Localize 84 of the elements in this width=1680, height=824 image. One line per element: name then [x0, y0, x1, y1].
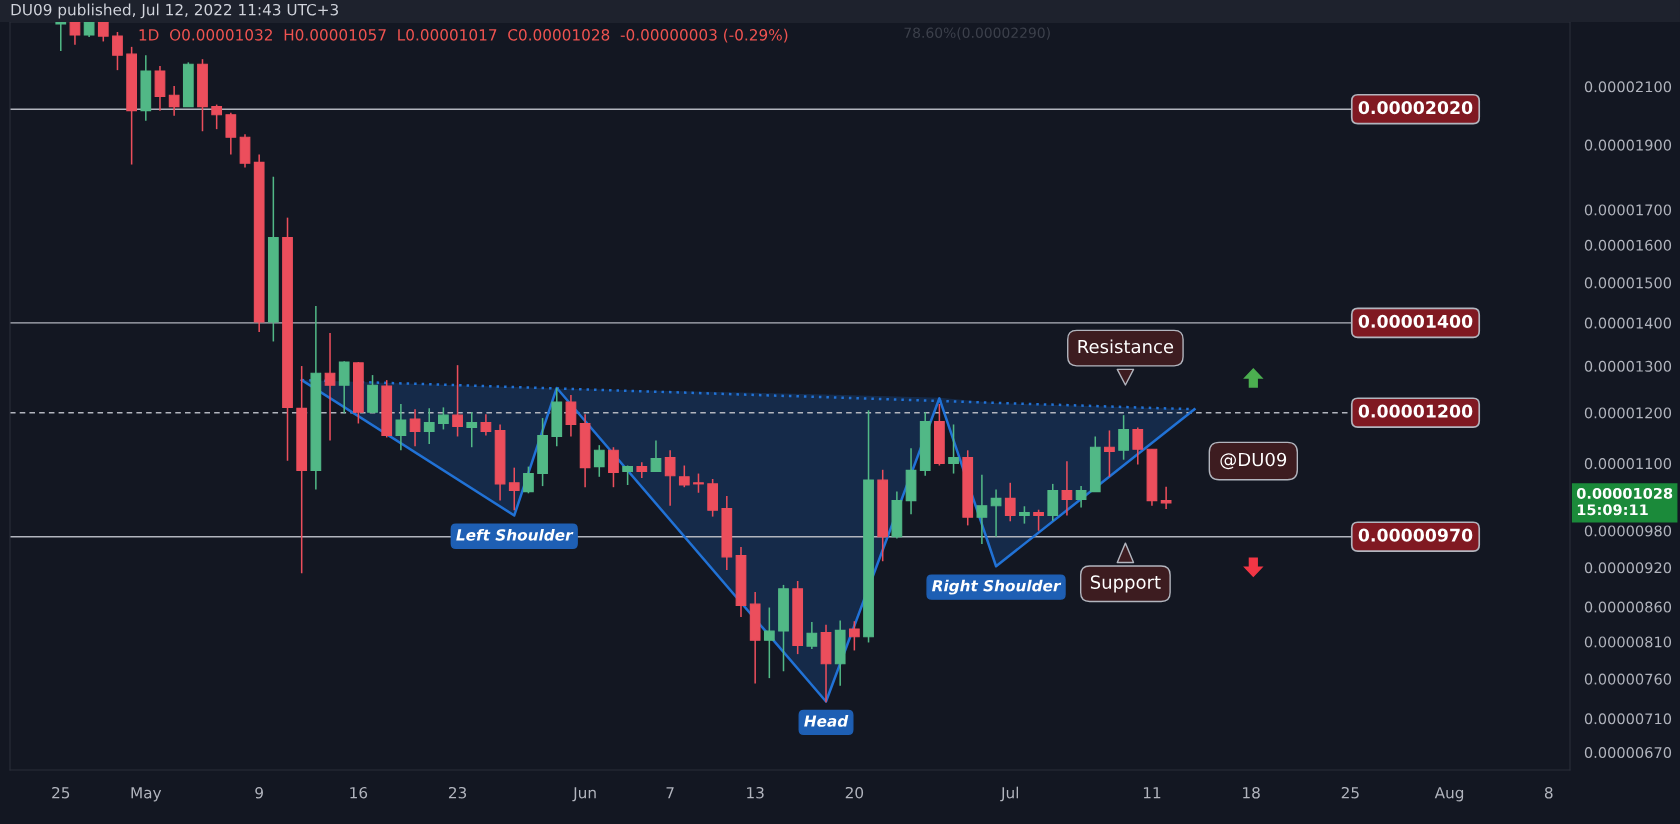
- candlestick: [452, 364, 463, 438]
- annotation: Right Shoulder: [932, 579, 1062, 595]
- annotation: Left Shoulder: [456, 528, 574, 541]
- candlestick: [1132, 426, 1144, 466]
- x-tick-label: 18: [1243, 786, 1260, 799]
- x-tick-label: May: [131, 787, 162, 802]
- y-tick-label: 0.00000920: [1584, 562, 1672, 574]
- x-tick-label: 9: [255, 786, 263, 799]
- x-tick-label: 11: [1143, 787, 1161, 799]
- x-tick-label: Jul: [1000, 786, 1019, 802]
- x-tick-label: 13: [747, 786, 764, 799]
- candlestick: [338, 360, 350, 414]
- candlestick: [225, 111, 237, 156]
- candlestick: [1104, 429, 1115, 478]
- x-tick-label: 16: [350, 786, 368, 799]
- candlestick: [438, 406, 449, 431]
- y-tick-label: 0.00001100: [1584, 458, 1672, 470]
- candlestick: [650, 439, 662, 473]
- y-tick-label: 0.00000860: [1584, 601, 1672, 613]
- candlestick: [466, 411, 478, 448]
- candlestick: [976, 473, 988, 545]
- candlestick: [1033, 508, 1044, 532]
- candlestick: [69, 22, 81, 46]
- y-tick-label: 0.00000810: [1584, 636, 1672, 648]
- x-tick-label: 7: [666, 787, 674, 799]
- candlestick: [395, 403, 407, 452]
- candlestick: [1075, 485, 1087, 509]
- text: DU09 published, Jul 12, 2022 11:43 UTC+3: [11, 3, 338, 19]
- candlestick: [523, 465, 534, 495]
- candlestick: [324, 332, 336, 442]
- y-tick-label: 0.00001600: [1584, 239, 1672, 251]
- y-tick-label: 0.00001700: [1584, 204, 1672, 216]
- candlestick: [763, 606, 775, 679]
- candlestick: [112, 31, 123, 71]
- candlestick: [1004, 482, 1016, 523]
- candlestick: [664, 449, 676, 507]
- y-tick-label: 0.00001400: [1584, 317, 1672, 329]
- candlestick: [508, 466, 520, 512]
- candlestick: [480, 413, 492, 437]
- candlestick: [1118, 414, 1129, 461]
- candlestick: [97, 22, 109, 43]
- text: 15:09:11: [1577, 504, 1648, 516]
- annotation: Resistance: [1078, 339, 1174, 354]
- candlestick: [693, 472, 704, 494]
- y-tick-label: 0.00001200: [1584, 407, 1672, 419]
- candlestick: [1160, 485, 1172, 510]
- candlestick: [168, 85, 180, 117]
- candlestick: [806, 621, 818, 650]
- ref-line-label: 0.00000970: [1358, 528, 1473, 542]
- candlestick: [593, 444, 605, 478]
- candlestick: [211, 103, 223, 130]
- candlestick: [409, 408, 421, 447]
- candlestick: [678, 464, 690, 488]
- annotation: Head: [804, 715, 849, 727]
- candlestick: [1061, 460, 1073, 517]
- y-tick-label: 0.00001500: [1584, 277, 1672, 289]
- y-tick-label: 0.00000980: [1584, 525, 1672, 537]
- x-tick-label: Jun: [572, 787, 596, 802]
- candlestick: [990, 488, 1002, 538]
- x-tick-label: Aug: [1434, 787, 1464, 802]
- x-tick-label: 20: [845, 786, 864, 799]
- y-tick-label: 0.00001300: [1584, 360, 1672, 372]
- candlestick: [948, 423, 959, 475]
- candlestick: [848, 620, 860, 652]
- annotation: Support: [1090, 575, 1161, 593]
- x-tick-label: 8: [1544, 786, 1553, 799]
- x-tick-label: 25: [52, 786, 70, 799]
- annotation: 1D O0.00001032 H0.00001057 L0.00001017 C0.00001028 -0.00000003 (-0.29%): [139, 28, 788, 43]
- x-tick-label: 23: [448, 786, 467, 799]
- candlestick: [608, 446, 619, 488]
- y-tick-label: 0.00002100: [1584, 81, 1672, 93]
- y-tick-label: 0.00001900: [1584, 139, 1672, 151]
- candlestick: [423, 407, 435, 445]
- y-tick-label: 0.00000760: [1584, 673, 1672, 685]
- ref-line-label: 0.00001400: [1358, 314, 1473, 328]
- ref-line-label: 0.00002020: [1358, 101, 1473, 115]
- ref-line-label: 0.00001200: [1358, 404, 1473, 418]
- x-tick-label: 25: [1341, 786, 1359, 799]
- candlestick: [565, 394, 577, 438]
- y-tick-label: 0.00000670: [1584, 747, 1672, 759]
- text: 0.00001028: [1576, 487, 1673, 499]
- y-tick-label: 0.00000710: [1584, 713, 1672, 725]
- candlestick: [55, 22, 67, 52]
- annotation: @DU09: [1220, 452, 1287, 470]
